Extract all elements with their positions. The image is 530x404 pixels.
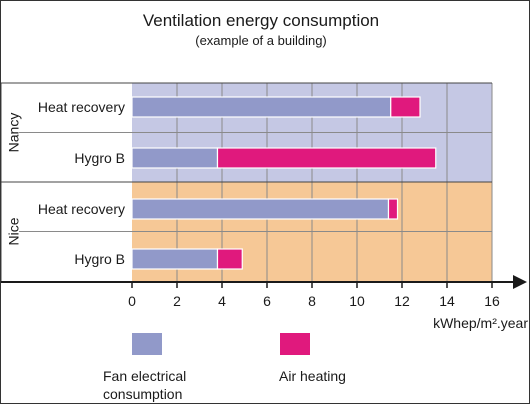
x-tick-label: 14 [439,293,455,309]
category-label: Heat recovery [38,201,125,217]
category-label: Hygro B [74,251,125,267]
x-tick-label: 4 [218,293,226,309]
x-tick-label: 8 [308,293,316,309]
bar-segment-heating [216,147,437,169]
x-tick-label: 12 [394,293,410,309]
bar-segment-heating [387,198,399,220]
x-tick-label: 2 [173,293,181,309]
x-axis-label: kWhep/m².year [433,315,528,331]
bar-segment-fan [131,198,390,220]
legend-swatch-heating [280,333,310,355]
x-tick-label: 0 [128,293,136,309]
legend-swatch-fan [132,333,162,355]
bar-segment-heating [216,248,243,270]
legend-label: Air heating [279,368,346,384]
bar-segment-fan [131,147,219,169]
legend-label: consumption [103,386,182,402]
bar-segment-heating [390,96,421,118]
chart-title: Ventilation energy consumption [143,11,379,30]
category-label: Heat recovery [38,99,125,115]
x-axis-arrow-icon [513,275,527,289]
x-tick-label: 10 [349,293,365,309]
group-label-nancy: Nancy [6,113,22,153]
bar-segment-fan [131,96,392,118]
category-label: Hygro B [74,150,125,166]
group-label-nice: Nice [6,217,22,245]
legend-label: Fan electrical [103,368,186,384]
x-tick-label: 6 [263,293,271,309]
x-tick-label: 16 [484,293,500,309]
chart-subtitle: (example of a building) [195,33,327,48]
bar-segment-fan [131,248,219,270]
